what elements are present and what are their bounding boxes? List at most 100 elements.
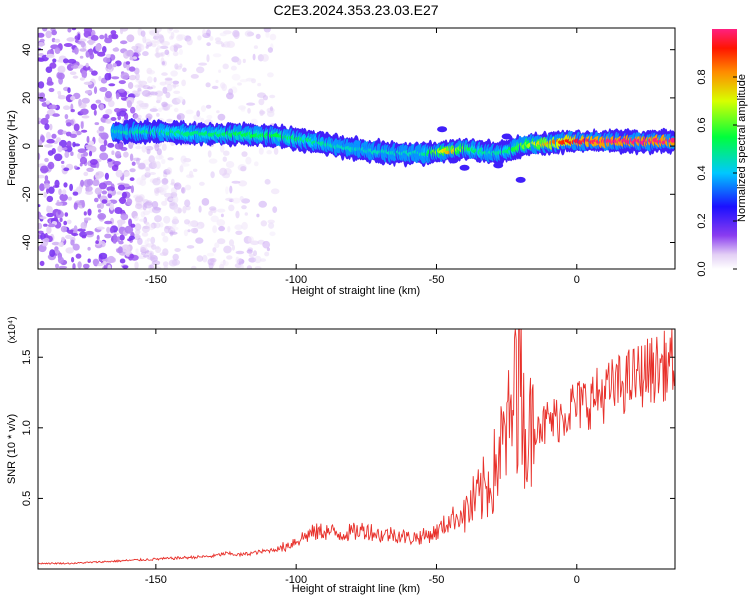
heatmap-noise-cell bbox=[154, 187, 160, 194]
heatmap-noise-cell bbox=[244, 212, 248, 216]
heatmap-noise-cell bbox=[135, 145, 142, 150]
heatmap-noise-cell bbox=[208, 262, 214, 269]
spectrogram-panel: -150 -100 -50 0 40 20 0 -20 -40 Height of strai… bbox=[6, 27, 676, 297]
heatmap-noise-cell bbox=[123, 183, 130, 188]
heatmap-noise-cell bbox=[84, 90, 92, 94]
heatmap-noise-cell bbox=[163, 264, 168, 269]
heatmap-noise-cell bbox=[86, 167, 94, 172]
heatmap-noise-cell bbox=[255, 33, 261, 40]
heatmap-noise-cell bbox=[61, 236, 65, 242]
heatmap-noise-cell bbox=[135, 195, 144, 202]
spectrogram-xtick-label: -150 bbox=[145, 274, 167, 286]
heatmap-noise-cell bbox=[140, 102, 149, 110]
heatmap-noise-cell bbox=[114, 108, 121, 113]
heatmap-noise-cell bbox=[105, 108, 113, 115]
heatmap-noise-cell bbox=[80, 41, 86, 48]
heatmap-noise-cell bbox=[164, 192, 173, 198]
heatmap-noise-cell bbox=[228, 239, 235, 247]
heatmap-noise-cell bbox=[79, 48, 87, 52]
heatmap-sidelobe-cell bbox=[437, 126, 448, 133]
heatmap-noise-cell bbox=[159, 252, 168, 256]
heatmap-noise-cell bbox=[187, 229, 191, 233]
heatmap-noise-cell bbox=[266, 110, 275, 118]
heatmap-noise-cell bbox=[149, 30, 158, 36]
heatmap-noise-cell bbox=[81, 70, 88, 78]
snr-frame bbox=[37, 328, 676, 570]
heatmap-noise-cell bbox=[105, 119, 112, 124]
heatmap-noise-cell bbox=[212, 225, 218, 234]
heatmap-noise-cell bbox=[102, 114, 110, 119]
heatmap-noise-cell bbox=[121, 191, 127, 199]
heatmap-noise-cell bbox=[79, 231, 88, 238]
heatmap-noise-cell bbox=[186, 38, 193, 46]
heatmap-noise-cell bbox=[96, 226, 105, 230]
heatmap-noise-cell bbox=[196, 255, 204, 262]
heatmap-noise-cell bbox=[176, 96, 184, 103]
heatmap-noise-cell bbox=[268, 222, 275, 229]
heatmap-noise-cell bbox=[218, 69, 222, 73]
heatmap-noise-cell bbox=[142, 51, 149, 57]
heatmap-noise-cell bbox=[227, 226, 231, 233]
heatmap-noise-cell bbox=[38, 204, 41, 208]
heatmap-noise-cell bbox=[223, 150, 230, 156]
spectrogram-frame bbox=[37, 27, 676, 270]
heatmap-noise-cell bbox=[57, 95, 66, 100]
heatmap-noise-cell bbox=[104, 72, 111, 81]
heatmap-noise-cell bbox=[262, 240, 271, 249]
heatmap-noise-cell bbox=[231, 180, 241, 184]
heatmap-noise-cell bbox=[266, 247, 270, 252]
heatmap-noise-cell bbox=[107, 255, 115, 264]
heatmap-noise-cell bbox=[223, 41, 231, 48]
heatmap-noise-cell bbox=[174, 248, 181, 252]
heatmap-noise-cell bbox=[94, 187, 103, 195]
heatmap-noise-cell bbox=[136, 157, 140, 165]
heatmap-noise-cell bbox=[47, 76, 53, 85]
spectrogram-ytick-label: -40 bbox=[21, 235, 33, 251]
heatmap-noise-cell bbox=[217, 238, 226, 245]
heatmap-noise-cell bbox=[59, 139, 67, 148]
heatmap-noise-cell bbox=[70, 239, 75, 246]
heatmap-noise-cell bbox=[172, 253, 179, 261]
heatmap-noise-cell bbox=[81, 115, 90, 119]
heatmap-noise-cell bbox=[198, 62, 208, 66]
heatmap-noise-cell bbox=[161, 143, 167, 151]
heatmap-noise-cell bbox=[246, 102, 256, 106]
heatmap-noise-cell bbox=[98, 125, 105, 132]
heatmap-noise-cell bbox=[112, 239, 117, 244]
heatmap-noise-cell bbox=[219, 32, 227, 37]
heatmap-noise-cell bbox=[208, 158, 218, 164]
heatmap-noise-cell bbox=[90, 103, 98, 111]
heatmap-noise-cell bbox=[139, 218, 146, 222]
heatmap-noise-cell bbox=[134, 67, 140, 75]
heatmap-noise-cell bbox=[211, 85, 219, 90]
heatmap-noise-cell bbox=[240, 106, 246, 112]
heatmap-noise-cell bbox=[54, 179, 60, 188]
spectrogram-ytick-label: 0 bbox=[21, 143, 33, 149]
heatmap-noise-cell bbox=[248, 257, 257, 263]
heatmap-noise-cell bbox=[206, 114, 213, 120]
heatmap-noise-cell bbox=[165, 91, 171, 99]
heatmap-noise-cell bbox=[256, 213, 260, 218]
heatmap-noise-cell bbox=[180, 163, 190, 167]
heatmap-sidelobe-cell bbox=[493, 162, 504, 169]
heatmap-noise-cell bbox=[152, 260, 161, 266]
heatmap-noise-cell bbox=[112, 161, 121, 166]
heatmap-noise-cell bbox=[73, 165, 78, 169]
heatmap-noise-cell bbox=[218, 225, 226, 232]
snr-xlabel: Height of straight line (km) bbox=[292, 583, 420, 595]
heatmap-noise-cell bbox=[115, 169, 123, 178]
heatmap-noise-cell bbox=[197, 35, 202, 41]
heatmap-noise-cell bbox=[117, 115, 121, 121]
heatmap-noise-cell bbox=[66, 63, 74, 71]
heatmap-noise-cell bbox=[219, 144, 225, 153]
heatmap-noise-cell bbox=[118, 246, 123, 254]
heatmap-noise-cell bbox=[44, 175, 49, 184]
heatmap-noise-cell bbox=[38, 222, 43, 230]
heatmap-noise-cell bbox=[267, 219, 275, 224]
heatmap-noise-cell bbox=[263, 28, 271, 33]
heatmap-noise-cell bbox=[107, 142, 115, 148]
heatmap-noise-cell bbox=[67, 58, 77, 64]
heatmap-noise-cell bbox=[142, 210, 150, 216]
heatmap-noise-cell bbox=[210, 171, 215, 179]
heatmap-noise-cell bbox=[206, 42, 211, 47]
